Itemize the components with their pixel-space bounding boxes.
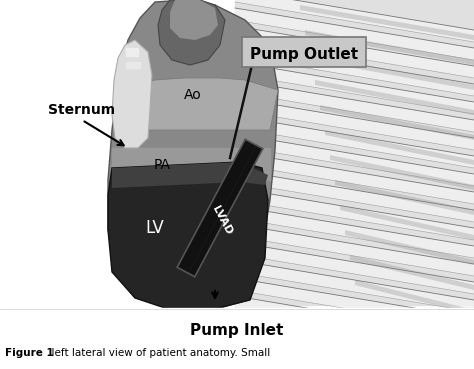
- Polygon shape: [158, 0, 225, 65]
- Polygon shape: [235, 296, 474, 348]
- Polygon shape: [108, 0, 278, 308]
- Polygon shape: [235, 206, 474, 258]
- Polygon shape: [340, 205, 474, 240]
- Text: Ao: Ao: [184, 88, 202, 102]
- Polygon shape: [235, 188, 474, 240]
- Text: PA: PA: [154, 158, 171, 172]
- Polygon shape: [300, 5, 474, 40]
- Polygon shape: [330, 155, 474, 190]
- Polygon shape: [235, 62, 474, 114]
- Polygon shape: [112, 162, 268, 188]
- Text: Pump Inlet: Pump Inlet: [191, 323, 283, 338]
- FancyBboxPatch shape: [242, 37, 366, 67]
- Bar: [126, 48, 138, 56]
- Polygon shape: [170, 0, 218, 40]
- Polygon shape: [235, 134, 474, 186]
- Text: left lateral view of patient anatomy. Small: left lateral view of patient anatomy. Sm…: [45, 348, 270, 358]
- Polygon shape: [235, 80, 474, 132]
- Polygon shape: [108, 162, 268, 308]
- Polygon shape: [350, 255, 474, 290]
- Bar: [0, 308, 474, 369]
- Polygon shape: [235, 98, 474, 150]
- Polygon shape: [235, 170, 474, 222]
- Polygon shape: [325, 130, 474, 165]
- Text: Pump Outlet: Pump Outlet: [250, 46, 358, 62]
- Polygon shape: [235, 152, 474, 204]
- Bar: [126, 62, 140, 68]
- Polygon shape: [235, 8, 474, 60]
- Polygon shape: [310, 55, 474, 90]
- Polygon shape: [235, 278, 474, 330]
- Bar: [112, 148, 270, 180]
- Polygon shape: [335, 180, 474, 215]
- Polygon shape: [189, 142, 258, 273]
- Polygon shape: [345, 230, 474, 265]
- Bar: [235, 0, 474, 305]
- Polygon shape: [235, 224, 474, 276]
- Text: LV: LV: [146, 219, 164, 237]
- Polygon shape: [235, 26, 474, 78]
- Polygon shape: [235, 44, 474, 96]
- Polygon shape: [115, 78, 278, 130]
- Polygon shape: [235, 116, 474, 168]
- Polygon shape: [235, 242, 474, 294]
- Text: Sternum: Sternum: [48, 103, 115, 117]
- Polygon shape: [315, 80, 474, 115]
- Text: Figure 1: Figure 1: [5, 348, 54, 358]
- Polygon shape: [355, 280, 474, 315]
- Polygon shape: [305, 30, 474, 65]
- Polygon shape: [235, 260, 474, 312]
- Polygon shape: [235, 0, 474, 42]
- Polygon shape: [320, 105, 474, 140]
- Polygon shape: [112, 40, 152, 148]
- Text: LVAD: LVAD: [210, 204, 234, 236]
- Polygon shape: [177, 139, 263, 277]
